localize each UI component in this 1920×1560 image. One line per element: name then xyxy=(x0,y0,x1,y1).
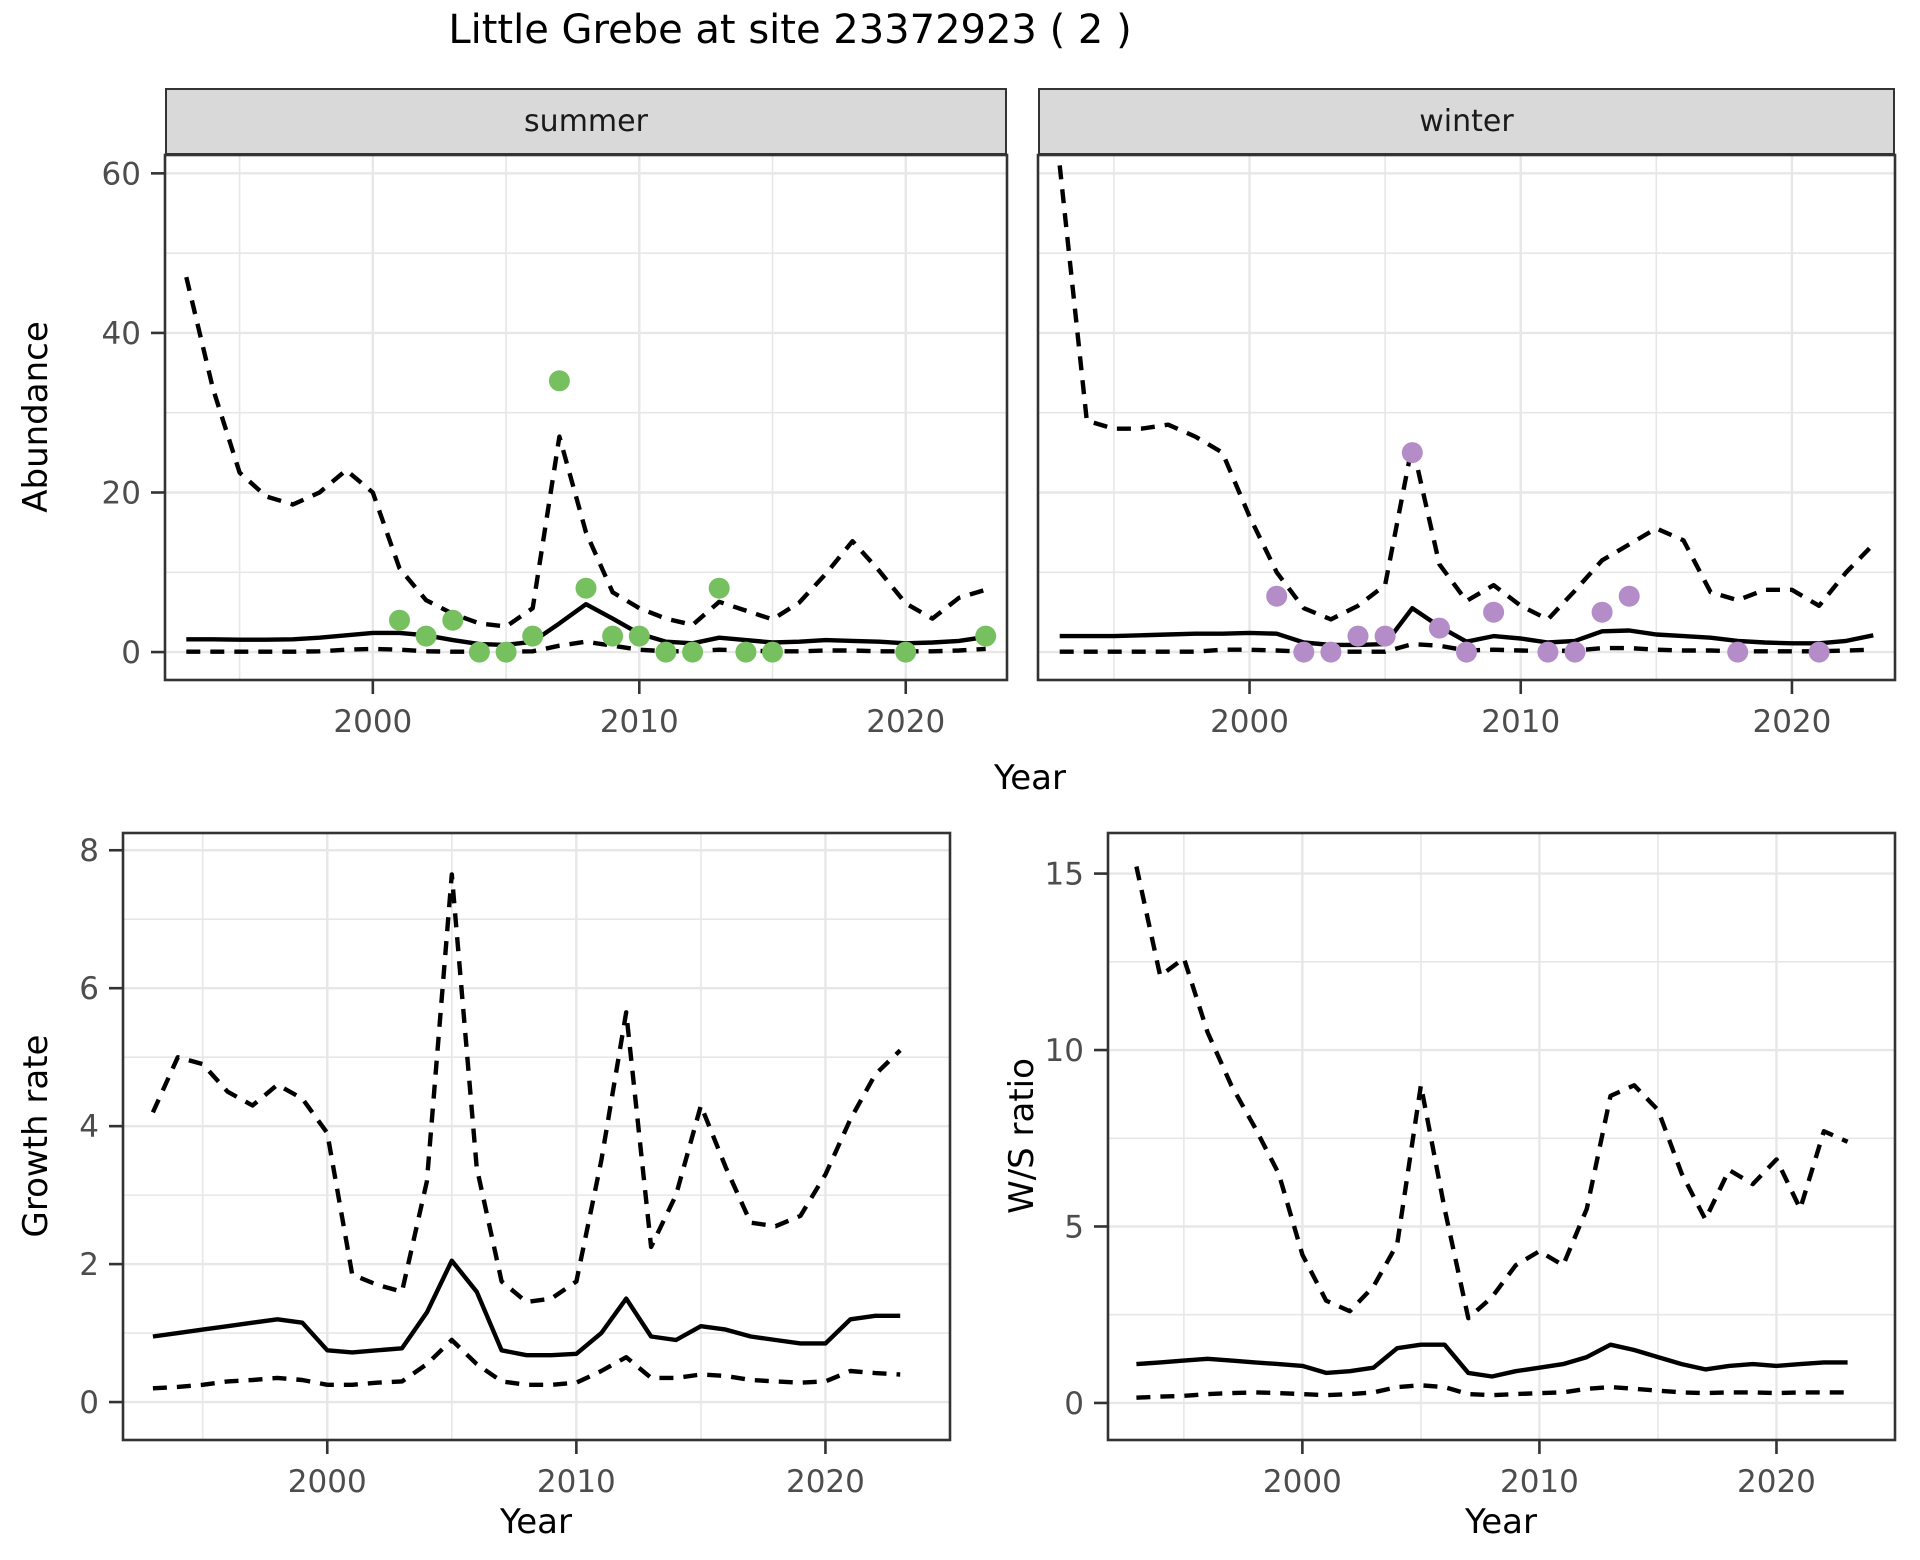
facet-strip-summer-label: summer xyxy=(524,104,648,139)
observed-point xyxy=(1456,641,1477,663)
y-tick-label: 20 xyxy=(102,476,141,512)
observed-point xyxy=(895,641,917,663)
lower_ci-line xyxy=(186,639,986,654)
panel-abundance-summer: 2000 2010 2020 0 20 40 60 xyxy=(102,153,1009,740)
observed-point xyxy=(522,625,544,647)
x-tick-label: 2010 xyxy=(1481,704,1560,740)
panel-border xyxy=(1036,153,1897,682)
observed-point xyxy=(548,370,570,392)
x-tick-label: 2010 xyxy=(1500,1464,1579,1500)
observed-point xyxy=(1347,625,1369,647)
x-tick-label: 2020 xyxy=(866,704,945,740)
x-tick-label: 2020 xyxy=(786,1464,865,1500)
observed-point xyxy=(1320,641,1342,663)
upper_ci-line xyxy=(1057,165,1875,622)
y-tick-label: 15 xyxy=(1045,857,1084,893)
y-tick-label: 40 xyxy=(102,316,141,352)
observed-point xyxy=(1591,601,1613,623)
median-line xyxy=(1136,1342,1848,1379)
panel-ws-ratio: 2000 2010 2020 0 5 10 15 xyxy=(1045,831,1897,1500)
observed-point xyxy=(708,577,730,599)
panel-border xyxy=(121,831,952,1442)
observed-point xyxy=(468,641,490,663)
observed-point xyxy=(442,609,464,631)
median-line xyxy=(186,602,987,648)
upper_ci-line xyxy=(1134,866,1849,1321)
y-tick-label: 0 xyxy=(121,635,141,671)
observed-point xyxy=(1727,641,1749,663)
chart-title: Little Grebe at site 23372923 ( 2 ) xyxy=(448,7,1132,53)
y-axis-title-ws-ratio: W/S ratio xyxy=(1002,1058,1042,1214)
panel-border xyxy=(163,153,1009,682)
y-tick-label: 0 xyxy=(1064,1386,1084,1422)
observed-point xyxy=(1808,641,1830,663)
y-tick-label: 8 xyxy=(79,833,99,869)
x-tick-label: 2000 xyxy=(333,704,412,740)
x-axis-title-year-ws: Year xyxy=(1465,1502,1537,1542)
y-axis-title-growth-rate: Growth rate xyxy=(16,1034,56,1238)
x-tick-label: 2000 xyxy=(1210,704,1289,740)
lower_ci-line xyxy=(1136,1383,1848,1400)
y-tick-label: 10 xyxy=(1045,1033,1084,1069)
facet-strip-winter: winter xyxy=(1038,88,1895,155)
upper_ci-line xyxy=(150,872,902,1305)
median-line xyxy=(1059,606,1874,648)
observed-point xyxy=(628,625,650,647)
observed-point xyxy=(1266,585,1288,607)
observed-point xyxy=(415,625,437,647)
x-tick-label: 2020 xyxy=(1752,704,1831,740)
observed-point xyxy=(575,577,597,599)
y-tick-label: 2 xyxy=(79,1247,99,1283)
observed-point xyxy=(1537,641,1559,663)
x-tick-label: 2000 xyxy=(288,1464,367,1500)
observed-point xyxy=(1293,641,1315,663)
y-tick-label: 4 xyxy=(79,1109,99,1145)
observed-point xyxy=(1564,641,1586,663)
y-tick-label: 5 xyxy=(1064,1209,1084,1245)
observed-point xyxy=(1374,625,1396,647)
observed-point xyxy=(1483,601,1505,623)
observed-point xyxy=(602,625,624,647)
y-axis-title-abundance: Abundance xyxy=(16,321,56,513)
lower_ci-line xyxy=(152,1337,901,1391)
x-tick-label: 2020 xyxy=(1737,1464,1816,1500)
panel-growth-rate: 2000 2010 2020 0 2 4 6 8 xyxy=(79,831,952,1500)
y-tick-label: 0 xyxy=(79,1385,99,1421)
y-tick-label: 6 xyxy=(79,971,99,1007)
panel-abundance-winter: 2000 2010 2020 xyxy=(1036,153,1897,740)
median-line xyxy=(152,1258,901,1358)
panel-border xyxy=(1106,831,1897,1442)
observed-point xyxy=(762,641,783,663)
facet-strip-winter-label: winter xyxy=(1419,104,1514,139)
facet-strip-summer: summer xyxy=(165,88,1007,155)
observed-point xyxy=(975,625,997,647)
y-tick-label: 60 xyxy=(102,156,141,192)
observed-point xyxy=(389,609,410,631)
observed-point xyxy=(682,641,704,663)
observed-point xyxy=(655,641,677,663)
observed-point xyxy=(1428,617,1450,639)
x-tick-label: 2010 xyxy=(600,704,679,740)
x-axis-title-year-growth: Year xyxy=(500,1502,572,1542)
observed-point xyxy=(495,641,517,663)
x-tick-label: 2000 xyxy=(1263,1464,1342,1500)
observed-point xyxy=(735,641,757,663)
upper_ci-line xyxy=(184,276,987,629)
observed-point xyxy=(1618,585,1640,607)
x-tick-label: 2010 xyxy=(537,1464,616,1500)
x-axis-title-year-top: Year xyxy=(994,758,1066,798)
observed-point xyxy=(1401,442,1423,464)
